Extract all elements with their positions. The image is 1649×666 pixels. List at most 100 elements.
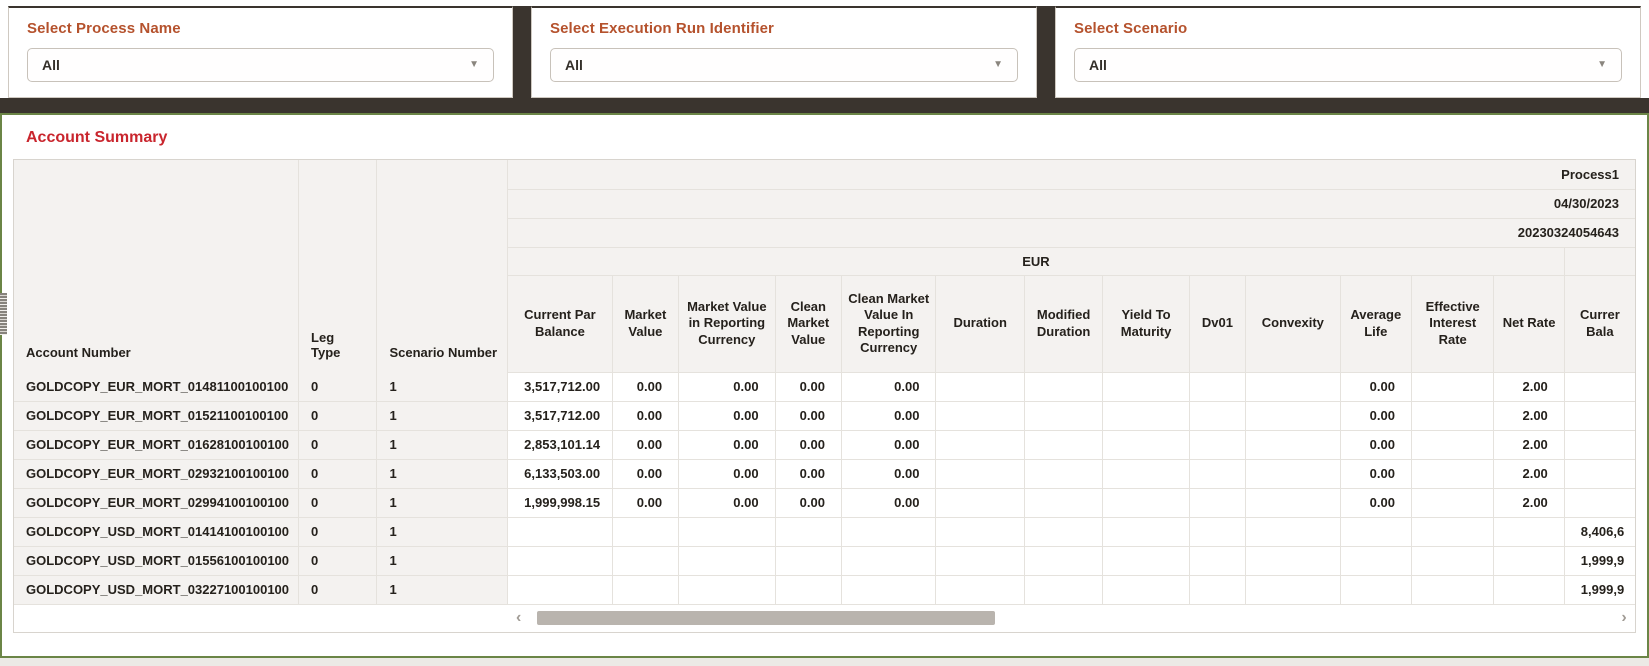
table-row: GOLDCOPY_EUR_MORT_01521100100100 0 1 3,517,… xyxy=(14,401,1635,431)
table-cell xyxy=(1245,546,1341,576)
column-header-9: Dv01 xyxy=(1189,275,1247,373)
table-cell xyxy=(1340,517,1412,547)
scrollbar-row: ‹ › xyxy=(14,604,1635,632)
meta-row-process-name: Account Number Leg Type Scenario Number Pro… xyxy=(14,160,1635,372)
table-cell xyxy=(935,488,1025,518)
table-cell: 2.00 xyxy=(1493,430,1565,460)
account-number-cell: GOLDCOPY_EUR_MORT_02932100100100 xyxy=(14,459,300,489)
scrollbar-track[interactable] xyxy=(526,610,1617,626)
table-cell: 0.00 xyxy=(612,488,680,518)
table-cell xyxy=(1340,546,1412,576)
column-header-4: Clean Market Value xyxy=(775,275,842,373)
leg-type-cell: 0 xyxy=(298,430,378,460)
table-cell xyxy=(1411,517,1495,547)
scenario-number-cell: 1 xyxy=(376,517,509,547)
table-cell xyxy=(775,575,842,605)
table-cell xyxy=(1024,517,1104,547)
scrollbar-thumb[interactable] xyxy=(536,611,995,626)
chevron-down-icon: ▼ xyxy=(1597,59,1607,70)
table-cell: 3,517,712.00 xyxy=(507,401,613,431)
account-number-cell: GOLDCOPY_USD_MORT_01556100100100 xyxy=(14,546,300,576)
currency-group-row: EUR xyxy=(14,247,1635,276)
table-cell: 2.00 xyxy=(1493,488,1565,518)
scenario-number-cell: 1 xyxy=(376,401,509,431)
horizontal-scrollbar[interactable]: ‹ › xyxy=(508,606,1635,630)
table-cell: 0.00 xyxy=(612,372,680,402)
table-cell xyxy=(678,517,776,547)
table-cell xyxy=(1411,546,1495,576)
table-cell xyxy=(1189,372,1247,402)
table-cell xyxy=(1564,488,1635,518)
scenario-number-cell: 1 xyxy=(376,575,509,605)
table-cell xyxy=(1189,401,1247,431)
table-row: GOLDCOPY_USD_MORT_03227100100100 0 1 1,999,… xyxy=(14,575,1635,605)
execution-run-filter-card: Select Execution Run Identifier All ▼ xyxy=(531,6,1037,98)
table-cell: 0.00 xyxy=(612,430,680,460)
table-cell: 2.00 xyxy=(1493,459,1565,489)
table-cell xyxy=(1411,459,1495,489)
scenario-number-cell: 1 xyxy=(376,488,509,518)
account-summary-table: Account Number Leg Type Scenario Number Pro… xyxy=(14,160,1635,632)
leg-type-cell: 0 xyxy=(298,488,378,518)
right-margin xyxy=(1641,6,1649,113)
scroll-left-arrow-icon[interactable]: ‹ xyxy=(515,609,522,627)
table-cell xyxy=(612,546,680,576)
table-cell xyxy=(1411,488,1495,518)
account-number-cell: GOLDCOPY_EUR_MORT_01628100100100 xyxy=(14,430,300,460)
table-cell xyxy=(507,575,613,605)
table-cell xyxy=(1245,401,1341,431)
table-cell xyxy=(1102,459,1190,489)
table-cell xyxy=(1245,575,1341,605)
table-cell xyxy=(1564,401,1635,431)
column-header-12: Effective Interest Rate xyxy=(1411,275,1495,373)
scenario-number-cell: 1 xyxy=(376,430,509,460)
table-cell: 0.00 xyxy=(1340,401,1412,431)
column-header-11: Average Life xyxy=(1340,275,1412,373)
table-cell xyxy=(1102,517,1190,547)
column-header-5: Clean Market Value In Reporting Currency xyxy=(841,275,937,373)
as-of-date-value: 04/30/2023 xyxy=(507,189,1635,219)
table-cell: 0.00 xyxy=(775,430,842,460)
table-cell: 1,999,9 xyxy=(1564,546,1635,576)
table-cell xyxy=(507,546,613,576)
table-cell xyxy=(775,546,842,576)
table-cell: 0.00 xyxy=(678,430,776,460)
column-header-2: Market Value xyxy=(612,275,680,373)
scroll-right-arrow-icon[interactable]: › xyxy=(1621,609,1627,627)
scrollbar-cell: ‹ › xyxy=(507,604,1635,632)
table-cell: 0.00 xyxy=(678,488,776,518)
process-name-dropdown[interactable]: All ▼ xyxy=(27,48,494,82)
table-cell xyxy=(841,517,937,547)
table-cell xyxy=(1024,488,1104,518)
table-cell: 0.00 xyxy=(841,401,937,431)
table-cell xyxy=(1189,488,1247,518)
table-cell xyxy=(1189,459,1247,489)
table-cell xyxy=(1493,517,1565,547)
table-cell: 2,853,101.14 xyxy=(507,430,613,460)
table-cell xyxy=(1245,459,1341,489)
account-number-cell: GOLDCOPY_EUR_MORT_01481100100100 xyxy=(14,372,300,402)
panel-resize-grip-icon[interactable] xyxy=(0,293,7,335)
table-cell xyxy=(1102,401,1190,431)
process-name-value: Process1 xyxy=(507,160,1635,190)
table-cell: 0.00 xyxy=(841,459,937,489)
table-cell xyxy=(935,372,1025,402)
scenario-dropdown-value: All xyxy=(1089,57,1107,73)
scrollbar-left-pad xyxy=(14,604,508,632)
account-summary-table-wrap: Account Number Leg Type Scenario Number Pro… xyxy=(13,159,1636,633)
table-cell: 0.00 xyxy=(775,459,842,489)
scenario-number-cell: 1 xyxy=(376,459,509,489)
scenario-dropdown[interactable]: All ▼ xyxy=(1074,48,1622,82)
column-header-8: Yield To Maturity xyxy=(1102,275,1190,373)
table-cell xyxy=(1245,372,1341,402)
table-cell: 0.00 xyxy=(678,401,776,431)
scenario-filter-label: Select Scenario xyxy=(1074,20,1188,37)
card-gutter xyxy=(513,6,531,113)
table-cell xyxy=(1411,575,1495,605)
execution-run-dropdown[interactable]: All ▼ xyxy=(550,48,1018,82)
table-cell: 0.00 xyxy=(678,459,776,489)
table-cell xyxy=(1189,430,1247,460)
account-number-cell: GOLDCOPY_USD_MORT_01414100100100 xyxy=(14,517,300,547)
table-cell xyxy=(1411,401,1495,431)
table-cell xyxy=(935,546,1025,576)
